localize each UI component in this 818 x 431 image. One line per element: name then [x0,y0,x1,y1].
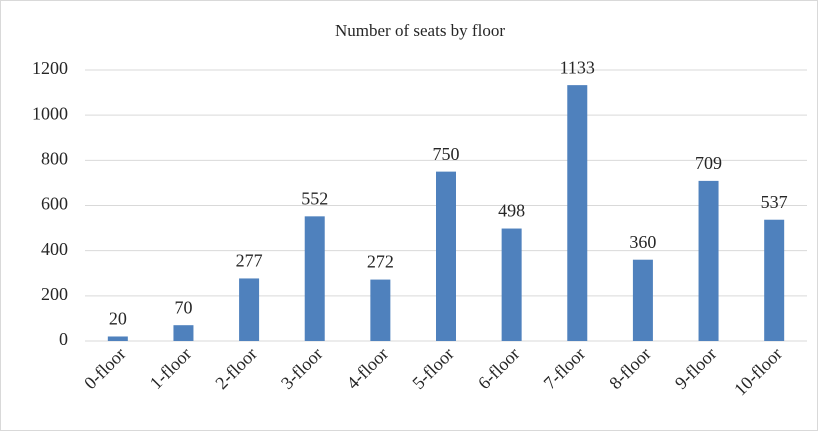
bar [107,336,128,341]
y-tick-label: 1000 [32,103,68,123]
y-tick-label: 0 [59,329,68,349]
bar [501,228,522,341]
y-tick-label: 800 [41,148,68,168]
y-tick-label: 200 [41,284,68,304]
data-label: 537 [761,192,788,212]
data-label: 272 [367,252,394,272]
data-label: 750 [433,144,460,164]
bar [698,180,719,341]
bar [567,85,588,342]
bar [173,325,194,341]
chart-title: Number of seats by floor [335,21,505,40]
data-label: 498 [498,201,525,221]
y-tick-label: 1200 [32,58,68,78]
bar [304,216,325,341]
y-tick-label: 600 [41,194,68,214]
y-tick-label: 400 [41,239,68,259]
data-label: 709 [695,153,722,173]
data-label: 20 [109,309,127,329]
data-label: 70 [174,297,192,317]
data-label: 1133 [560,57,595,77]
bar [632,259,653,341]
data-label: 277 [236,251,263,271]
bar [764,219,785,341]
data-label: 360 [629,232,656,252]
bar [370,279,391,341]
data-label: 552 [301,188,328,208]
bar [239,278,260,341]
bar [436,171,456,341]
